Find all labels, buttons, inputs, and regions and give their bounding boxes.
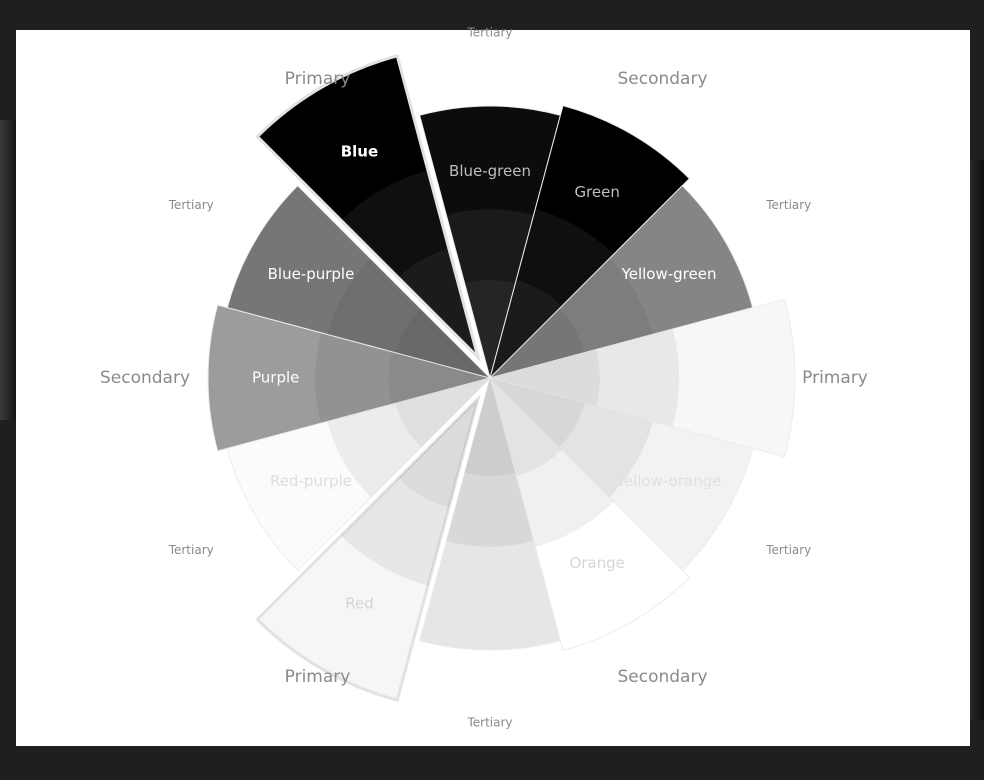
outer-label-tertiary-3: Tertiary [466, 26, 512, 40]
wheel-segment-ring-purple [388, 351, 490, 405]
wheel-outer-labels: Secondary Tertiary Primary Tertiary Secondar… [100, 26, 868, 730]
segment-label-purple: Purple [252, 369, 299, 387]
wheel-segment-yellow-orange [488, 377, 754, 572]
background-edge-right [970, 160, 984, 720]
background-edge-left [0, 120, 16, 420]
wheel-segment-ring-blue-purple [395, 308, 490, 378]
wheel-segment-ring-red-purple [327, 378, 490, 498]
outer-label-tertiary-7: Tertiary [765, 543, 811, 557]
segment-label-orange: Orange [569, 554, 624, 572]
wheel-segment-orange [489, 376, 691, 652]
wheel-segment-green [489, 104, 691, 380]
wheel-segment-yellow [488, 298, 796, 458]
wheel-segment-ring-yellow [490, 349, 600, 407]
wheel-segment-ring-yellow-green [490, 308, 585, 378]
wheel-segment-ring-red [341, 398, 478, 586]
outer-label-tertiary-1: Tertiary [168, 198, 214, 212]
outer-label-tertiary-5: Tertiary [765, 198, 811, 212]
wheel-segment-red-orange [418, 376, 562, 651]
wheel-segment-yellow-green [488, 184, 754, 379]
segment-label-blue-purple: Blue-purple [268, 265, 355, 283]
wheel-segment-ring-yellow-orange [490, 378, 585, 448]
segment-label-blue-green: Blue-green [449, 162, 531, 180]
segment-label-yellow-green: Yellow-green [621, 265, 717, 283]
wheel-segment-red [255, 393, 481, 702]
wheel-segment-ring-orange [490, 378, 614, 547]
wheel-segment-labels: Purple Blue-purple Blue Blue-green Green Yell… [252, 142, 721, 612]
wheel-segment-blue-green [418, 105, 562, 380]
segment-label-yellow-orange: Yellow-orange [616, 472, 722, 490]
wheel-segments [207, 54, 796, 702]
wheel-segment-ring-blue-green [446, 209, 534, 378]
outer-label-tertiary-9: Tertiary [466, 716, 512, 730]
outer-label-tertiary-11: Tertiary [168, 543, 214, 557]
wheel-segment-ring-red-orange [446, 378, 534, 547]
wheel-segment-purple [207, 304, 492, 452]
outer-label-secondary-0: Secondary [100, 368, 190, 388]
segment-label-red: Red [345, 595, 374, 613]
wheel-segment-ring-yellow-green [490, 258, 653, 378]
wheel-segment-ring-blue [341, 170, 478, 358]
wheel-segment-red-purple [226, 377, 492, 572]
wheel-segment-ring-orange [490, 378, 562, 477]
wheel-segment-ring-red-purple [395, 378, 490, 448]
wheel-segment-ring-blue-purple [327, 258, 490, 378]
outer-label-primary-10: Primary [285, 667, 351, 687]
wheel-segment-blue [255, 54, 481, 363]
wheel-segment-ring-red-orange [464, 378, 516, 476]
segment-label-red-purple: Red-purple [270, 472, 352, 490]
wheel-segment-ring-green [490, 279, 562, 378]
outer-label-primary-6: Primary [802, 368, 868, 388]
segment-label-blue: Blue [341, 142, 378, 160]
wheel-segment-ring-red [398, 398, 478, 508]
outer-label-secondary-4: Secondary [617, 69, 707, 89]
wheel-segment-ring-green [490, 209, 614, 378]
outer-label-primary-2: Primary [285, 69, 351, 89]
wheel-segment-ring-purple [315, 332, 490, 424]
wheel-segment-ring-yellow-orange [490, 378, 653, 498]
wheel-segment-ring-blue-green [464, 280, 516, 378]
wheel-segment-ring-blue [398, 248, 478, 358]
outer-label-secondary-8: Secondary [617, 667, 707, 687]
wheel-segment-ring-yellow [490, 329, 680, 427]
segment-label-green: Green [574, 183, 619, 201]
wheel-segment-blue-purple [226, 184, 492, 379]
